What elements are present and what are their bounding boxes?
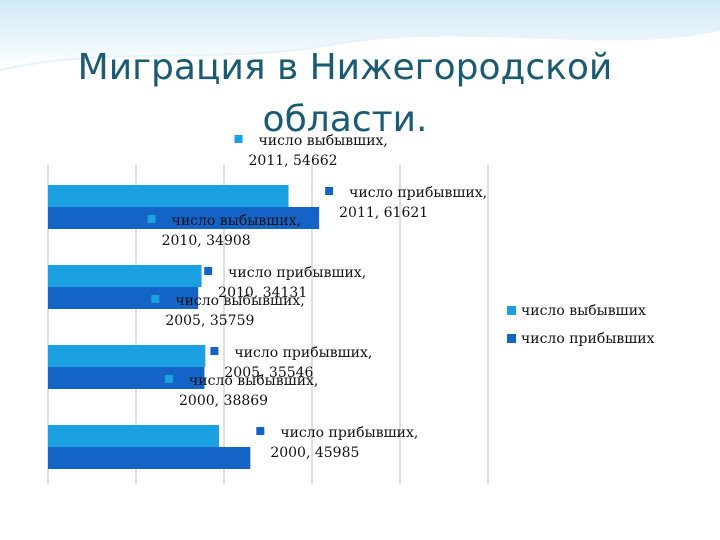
data-label-departed-2000: число выбывших, 2000, 38869 xyxy=(165,373,318,409)
legend-swatch-arrived xyxy=(507,334,516,343)
chart-legend: число выбывших число прибывших xyxy=(507,303,655,347)
data-label-marker xyxy=(147,215,156,223)
data-label-marker xyxy=(234,135,243,143)
data-label-text: число выбывших, 2010, 34908 xyxy=(162,213,301,249)
bar-departed-2005 xyxy=(48,345,206,367)
chart-bars xyxy=(48,185,320,469)
data-label-text: число прибывших, 2000, 45985 xyxy=(270,425,418,461)
data-label-text: число прибывших, 2005, 35546 xyxy=(224,345,372,381)
legend-label-arrived: число прибывших xyxy=(521,331,655,347)
bar-departed-2011 xyxy=(48,185,289,207)
bar-departed-2010 xyxy=(48,265,202,287)
data-label-text: число прибывших, 2010, 34131 xyxy=(218,265,366,301)
data-label-arrived-2011: число прибывших, 2011, 61621 xyxy=(325,185,487,221)
data-label-marker xyxy=(256,427,265,435)
data-label-marker xyxy=(151,295,160,303)
data-label-arrived-2000: число прибывших, 2000, 45985 xyxy=(256,425,418,461)
background-wave xyxy=(0,0,720,71)
data-label-marker xyxy=(325,187,334,195)
slide-title: Миграция в Нижегородской области. xyxy=(40,42,650,146)
data-label-text: число выбывших, 2005, 35759 xyxy=(165,293,304,329)
data-label-text: число выбывших, 2011, 54662 xyxy=(249,133,388,169)
data-label-marker xyxy=(210,347,219,355)
data-label-marker xyxy=(165,375,174,383)
data-label-arrived-2005: число прибывших, 2005, 35546 xyxy=(210,345,372,381)
bar-departed-2000 xyxy=(48,425,220,447)
data-label-text: число выбывших, 2000, 38869 xyxy=(179,373,318,409)
data-label-departed-2011: число выбывших, 2011, 54662 xyxy=(234,133,388,169)
data-label-departed-2005: число выбывших, 2005, 35759 xyxy=(151,293,305,329)
data-label-arrived-2010: число прибывших, 2010, 34131 xyxy=(204,265,366,301)
data-label-marker xyxy=(204,267,213,275)
data-label-text: число прибывших, 2011, 61621 xyxy=(339,185,487,221)
bar-arrived-2005 xyxy=(48,367,205,389)
slide-title-line-2: области. xyxy=(262,99,428,140)
bar-arrived-2010 xyxy=(48,287,199,309)
bar-arrived-2000 xyxy=(48,447,251,469)
legend-label-departed: число выбывших xyxy=(521,303,646,319)
slide-title-line-1: Миграция в Нижегородской xyxy=(77,47,613,88)
bar-arrived-2011 xyxy=(48,207,320,229)
legend-swatch-departed xyxy=(507,306,516,315)
data-label-departed-2010: число выбывших, 2010, 34908 xyxy=(147,213,301,249)
